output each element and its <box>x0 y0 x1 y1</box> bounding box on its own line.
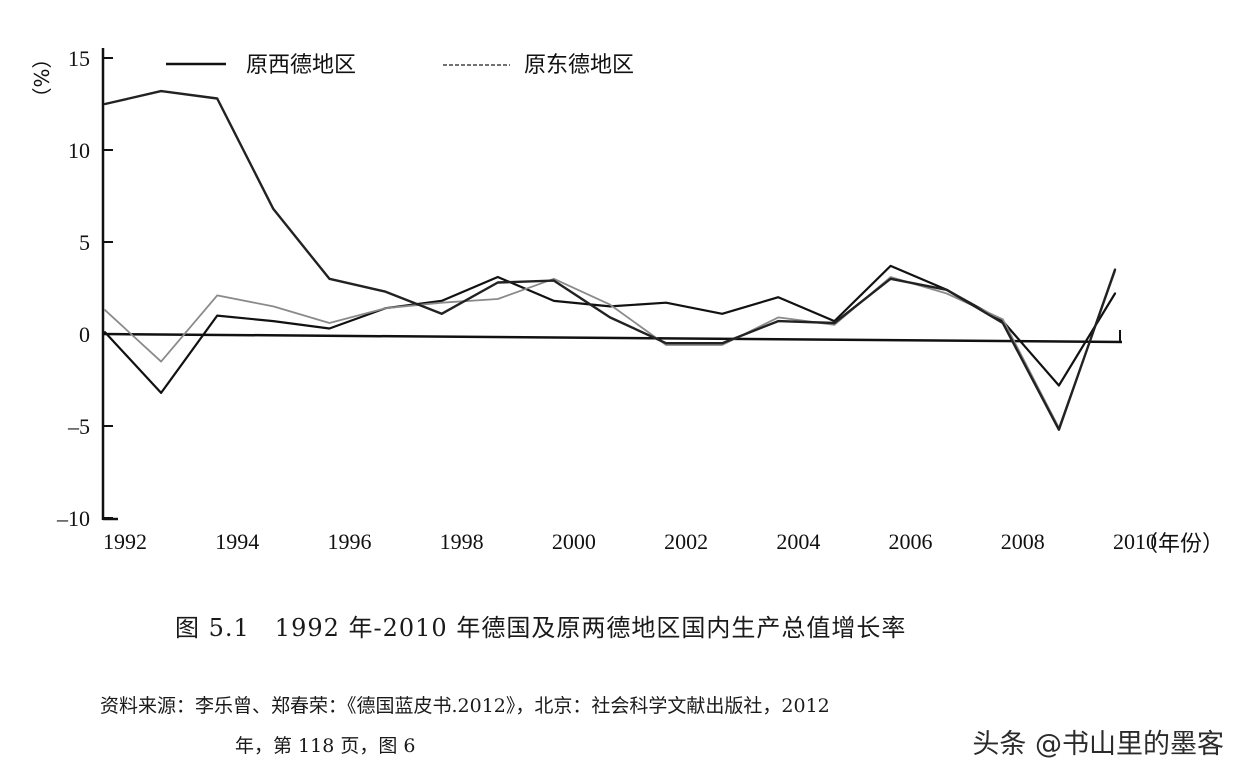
zero-line <box>102 332 1123 344</box>
y-tick-label: 0 <box>79 322 90 347</box>
legend-label-east: 原东德地区 <box>524 53 634 78</box>
x-tick-label: 2004 <box>776 529 820 554</box>
y-tick-label: 15 <box>68 46 90 71</box>
x-tick-label: 1998 <box>440 529 484 554</box>
y-tick-label: 10 <box>68 138 90 163</box>
x-tick-label: 2000 <box>552 529 596 554</box>
x-tick-label: 2010 <box>1113 529 1157 554</box>
x-tick-label: 1996 <box>327 529 371 554</box>
source-line-1: 资料来源：李乐曾、郑春荣：《德国蓝皮书.2012》，北京：社会科学文献出版社，2… <box>100 695 830 717</box>
gdp-growth-chart: 15 10 5 0 –5 –10 （%） 1992 1994 1996 1998 2000 2002 2… <box>29 46 1224 557</box>
y-axis-ticks: 15 10 5 0 –5 –10 （%） <box>29 46 113 531</box>
x-tick-label: 2008 <box>1001 529 1045 554</box>
x-tick-label: 2002 <box>664 529 708 554</box>
series-line-3 <box>103 89 1117 431</box>
watermark: 头条 @书山里的墨客 <box>972 729 1224 760</box>
x-axis-ticks: 1992 1994 1996 1998 2000 2002 2004 2006 2008 2010… <box>103 529 1224 557</box>
series-line-2 <box>104 270 1116 429</box>
chart-series <box>103 89 1117 431</box>
figure-caption: 图 5.1 1992 年-2010 年德国及原两德地区国内生产总值增长率 <box>175 614 907 642</box>
source-line-2: 年，第 118 页，图 6 <box>235 735 416 757</box>
y-tick-label: 5 <box>79 230 90 255</box>
series-line-1 <box>103 264 1117 394</box>
x-tick-label: 1992 <box>103 529 147 554</box>
chart-axes <box>101 48 1123 521</box>
chart-legend: 原西德地区 原东德地区 <box>166 53 634 78</box>
y-tick-label: –5 <box>67 414 90 439</box>
source-note: 资料来源：李乐曾、郑春荣：《德国蓝皮书.2012》，北京：社会科学文献出版社，2… <box>100 686 1110 766</box>
legend-label-west: 原西德地区 <box>246 53 356 78</box>
x-tick-label: 1994 <box>215 529 259 554</box>
x-tick-label: 2006 <box>889 529 933 554</box>
y-unit-label: （%） <box>29 48 53 107</box>
x-unit-label: （年份） <box>1136 532 1224 557</box>
y-tick-label: –10 <box>56 506 90 531</box>
